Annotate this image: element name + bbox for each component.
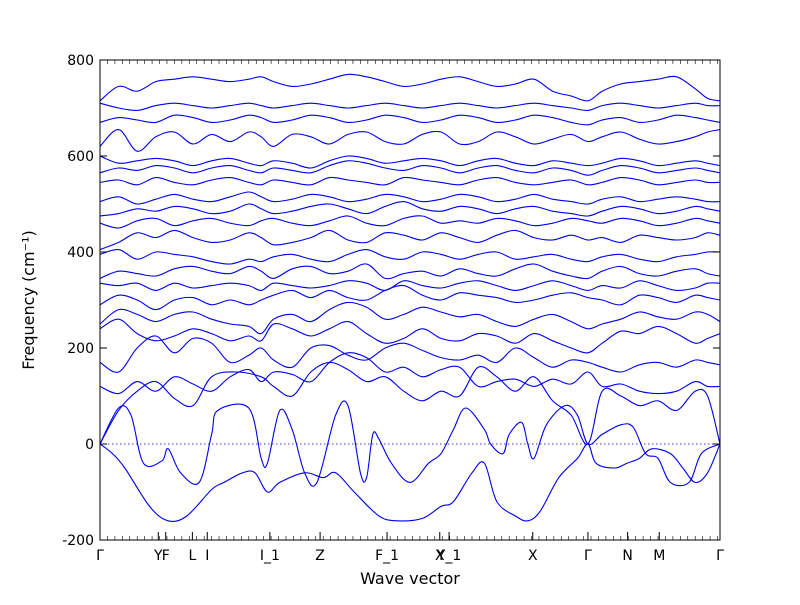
band-line-7: [100, 301, 720, 335]
x-tick-label: I_1: [260, 548, 280, 564]
band-line-18: [100, 155, 720, 169]
band-line-14: [100, 201, 720, 217]
x-tick-label: M: [653, 548, 665, 564]
x-tick-label: Y: [153, 548, 163, 564]
x-tick-label: Γ: [96, 548, 104, 564]
y-axis-label: Frequency (cm⁻¹): [19, 230, 38, 369]
x-tick-label: F_1: [375, 548, 399, 564]
band-line-16: [100, 176, 720, 186]
x-tick-label: L: [188, 548, 196, 564]
band-line-5: [100, 335, 720, 373]
band-lines: [100, 73, 720, 523]
x-tick-label: X: [528, 548, 538, 564]
band-line-19: [100, 129, 720, 152]
x-tick-label: N: [622, 548, 632, 564]
band-line-6: [100, 318, 720, 354]
band-line-15: [100, 191, 720, 205]
x-tick-label: Γ: [584, 548, 592, 564]
band-line-2: [100, 443, 720, 523]
band-line-10: [100, 263, 720, 280]
band-line-20: [100, 114, 720, 126]
plot-frame: [99, 59, 721, 541]
x-tick-label: F: [162, 548, 170, 564]
band-line-21: [100, 102, 720, 112]
x-tick-label: X: [435, 548, 445, 564]
y-tick-label: 0: [85, 437, 94, 453]
y-tick-label: 200: [67, 341, 94, 357]
band-line-22: [100, 73, 720, 102]
band-line-9: [100, 280, 720, 292]
y-tick-label: -200: [62, 533, 94, 549]
x-tick-label: Z: [315, 548, 325, 564]
x-tick-label: I: [205, 548, 209, 564]
band-line-4: [100, 352, 720, 395]
band-line-12: [100, 229, 720, 251]
x-tick-label: Y_1: [436, 548, 461, 564]
y-tick-label: 800: [67, 53, 94, 69]
band-line-3: [100, 361, 720, 445]
x-axis-label: Wave vector: [360, 569, 460, 588]
x-tick-label: Γ: [716, 548, 724, 564]
band-line-1: [100, 400, 720, 487]
band-line-8: [100, 284, 720, 311]
y-tick-label: 600: [67, 149, 94, 165]
y-tick-label: 400: [67, 245, 94, 261]
band-line-11: [100, 248, 720, 265]
band-line-17: [100, 160, 720, 176]
band-line-13: [100, 215, 720, 229]
